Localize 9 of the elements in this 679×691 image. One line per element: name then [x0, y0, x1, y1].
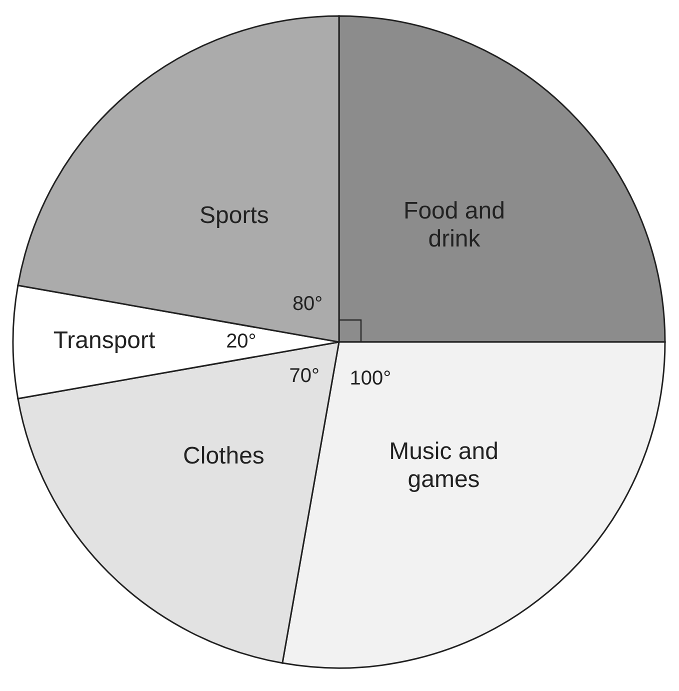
data-label: 80° — [292, 292, 323, 315]
slice-label: Clothes — [183, 442, 264, 470]
slice-label: Food and drink — [404, 198, 505, 254]
slice-label: Sports — [200, 202, 269, 230]
slice-label: Music and games — [389, 438, 498, 494]
data-label: 70° — [289, 364, 320, 387]
data-label: 20° — [226, 330, 256, 352]
data-label: 100° — [350, 368, 392, 390]
slice-label: Transport — [53, 327, 156, 354]
